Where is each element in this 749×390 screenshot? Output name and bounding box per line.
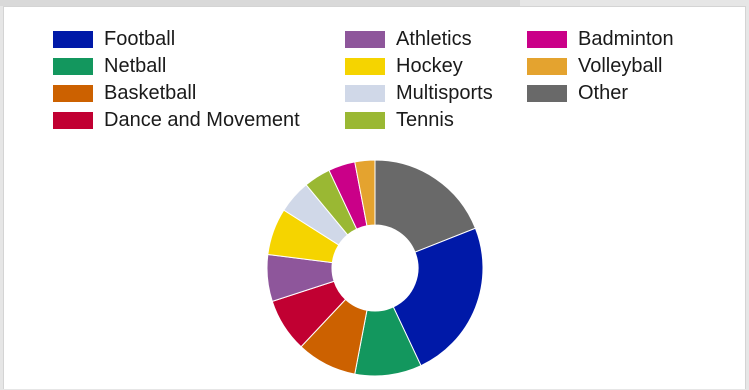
window-top-bar — [0, 0, 520, 6]
legend-swatch-netball — [53, 57, 93, 75]
legend-swatch-basketball — [53, 84, 93, 102]
legend-label-dance-and-movement: Dance and Movement — [104, 108, 300, 131]
legend-item-football: Football — [53, 27, 175, 51]
legend-swatch-athletics — [345, 30, 385, 48]
legend-label-basketball: Basketball — [104, 81, 197, 104]
legend-item-tennis: Tennis — [345, 108, 454, 132]
legend-item-netball: Netball — [53, 54, 166, 78]
legend-label-tennis: Tennis — [396, 108, 454, 131]
legend-item-badminton: Badminton — [527, 27, 674, 51]
legend-item-athletics: Athletics — [345, 27, 472, 51]
legend-swatch-hockey — [345, 57, 385, 75]
legend-swatch-volleyball — [527, 57, 567, 75]
legend-label-other: Other — [578, 81, 629, 104]
legend-item-volleyball: Volleyball — [527, 54, 663, 78]
legend-label-hockey: Hockey — [396, 54, 463, 77]
legend-label-athletics: Athletics — [396, 27, 472, 50]
legend-label-football: Football — [104, 27, 176, 50]
legend-item-basketball: Basketball — [53, 81, 196, 105]
legend-item-hockey: Hockey — [345, 54, 463, 78]
legend-swatch-dance-and-movement — [53, 111, 93, 129]
legend-label-volleyball: Volleyball — [578, 54, 663, 77]
legend-item-multisports: Multisports — [345, 81, 493, 105]
legend-item-dance-and-movement: Dance and Movement — [53, 108, 300, 132]
legend-item-other: Other — [527, 81, 628, 105]
legend-swatch-tennis — [345, 111, 385, 129]
donut-chart — [266, 159, 484, 377]
legend-label-netball: Netball — [104, 54, 167, 77]
pie-slice-volleyball — [354, 159, 376, 227]
legend-swatch-multisports — [345, 84, 385, 102]
legend-label-badminton: Badminton — [578, 27, 674, 50]
pie-slice-other — [374, 159, 477, 253]
pie-slice-football — [392, 227, 484, 367]
legend-swatch-football — [53, 30, 93, 48]
chart-legend: Football Netball Basketball Dance and Movem… — [4, 7, 747, 137]
legend-swatch-badminton — [527, 30, 567, 48]
chart-panel: Football Netball Basketball Dance and Movem… — [3, 6, 746, 389]
legend-swatch-other — [527, 84, 567, 102]
legend-label-multisports: Multisports — [396, 81, 493, 104]
